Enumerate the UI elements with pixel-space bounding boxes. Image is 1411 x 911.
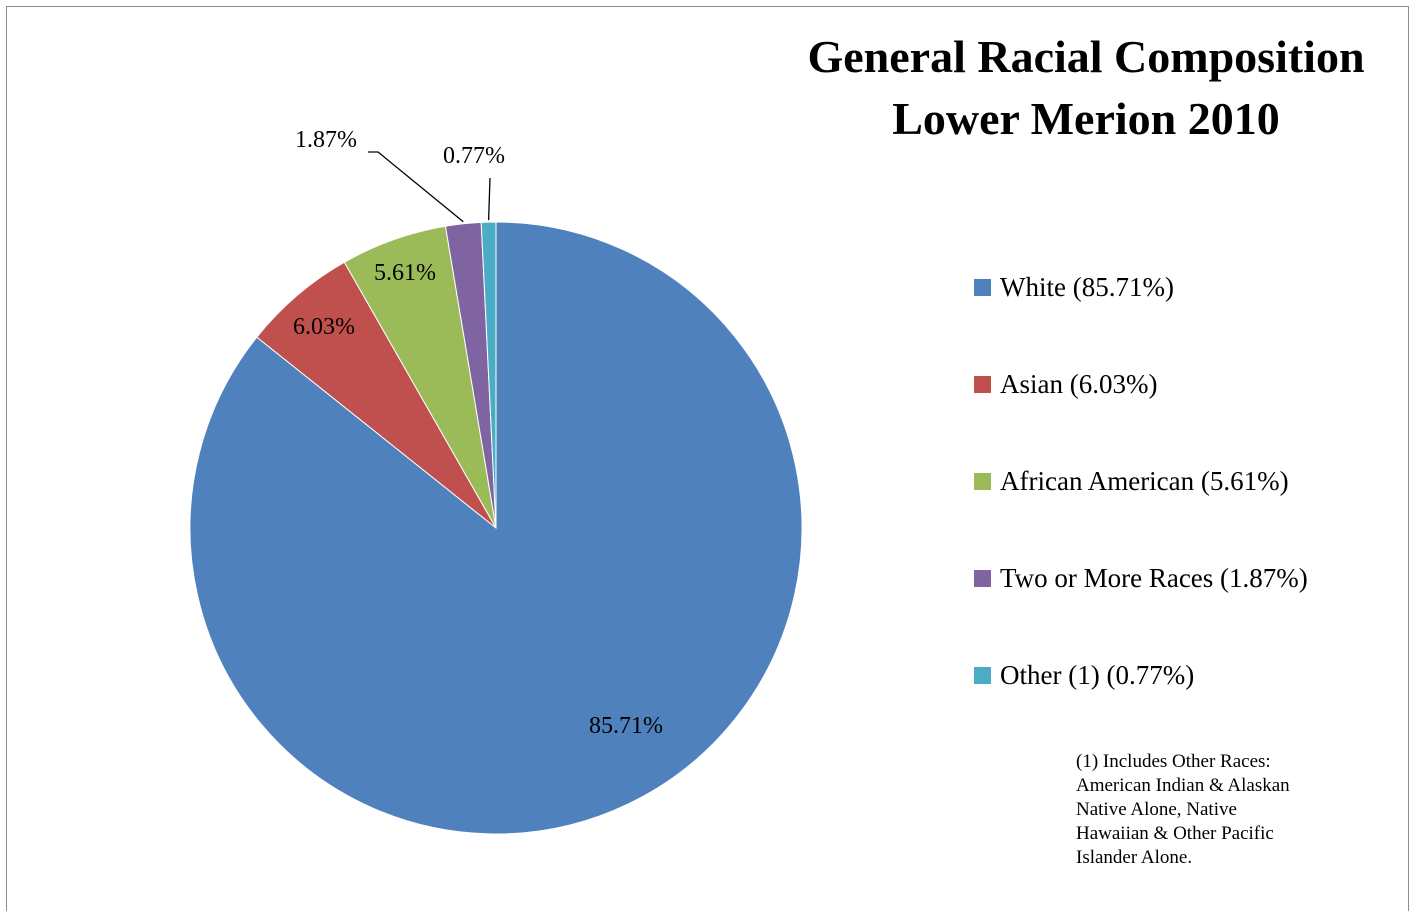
legend-item-2: African American (5.61%) [974, 466, 1289, 496]
legend-label-4: Other (1) (0.77%) [1000, 659, 1195, 690]
legend-item-1: Asian (6.03%) [974, 369, 1157, 399]
footnote: (1) Includes Other Races: American India… [1076, 751, 1290, 868]
data-label-4: 0.77% [443, 143, 505, 169]
data-labels: 85.71% 6.03% 5.61% 1.87% 0.77% [293, 127, 663, 739]
legend-item-4: Other (1) (0.77%) [974, 660, 1194, 690]
leader-line-4 [487, 177, 491, 221]
legend-swatch-1 [974, 375, 991, 393]
legend-label-0: White (85.71%) [1000, 271, 1174, 302]
data-label-2: 5.61% [374, 260, 436, 286]
chart-frame [6, 6, 1409, 911]
pie-slice-other-1 [480, 221, 497, 529]
legend-label-1: Asian (6.03%) [1000, 368, 1158, 399]
chart-title-line-2: Lower Merion 2010 [892, 93, 1280, 144]
data-label-3: 1.87% [295, 127, 357, 153]
leader-lines [368, 151, 491, 223]
legend-swatch-4 [974, 666, 991, 684]
legend-label-2: African American (5.61%) [1000, 465, 1289, 496]
legend-item-3: Two or More Races (1.87%) [974, 563, 1308, 593]
leader-line-3 [368, 151, 464, 223]
pie-slices [189, 221, 803, 835]
data-label-1: 6.03% [293, 314, 355, 340]
legend-label-3: Two or More Races (1.87%) [1000, 562, 1308, 593]
legend-item-0: White (85.71%) [974, 272, 1174, 302]
legend-swatch-3 [974, 569, 991, 587]
chart-title-line-1: General Racial Composition [807, 31, 1365, 82]
data-label-0: 85.71% [589, 713, 663, 739]
legend-swatch-2 [974, 472, 991, 490]
legend-swatch-0 [974, 278, 991, 296]
